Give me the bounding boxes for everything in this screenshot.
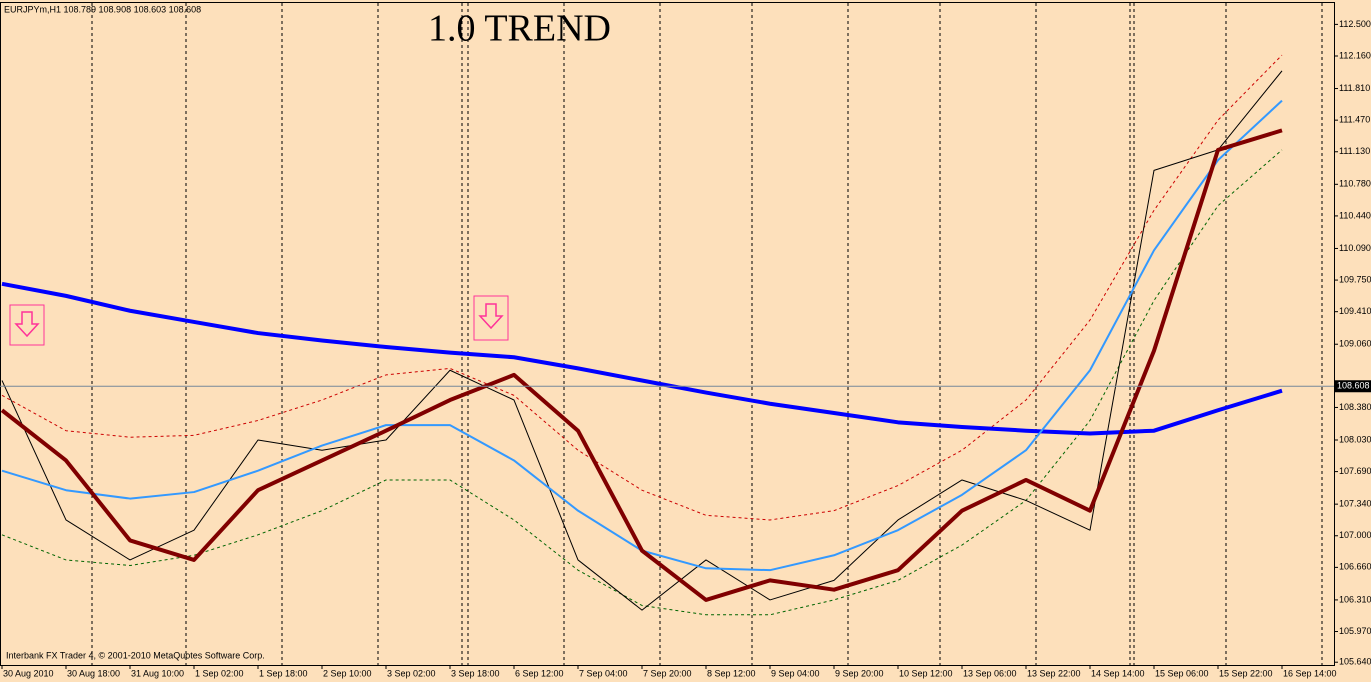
series-line	[1, 149, 1283, 616]
x-tick-label: 3 Sep 02:00	[387, 668, 436, 678]
x-tick-label: 13 Sep 22:00	[1027, 668, 1081, 678]
x-tick-label: 6 Sep 12:00	[515, 668, 564, 678]
down-arrow	[14, 311, 40, 338]
series-line	[0, 128, 1283, 602]
current-price-box	[1335, 380, 1371, 393]
x-tick-label: 1 Sep 18:00	[259, 668, 308, 678]
y-tick-label: 111.130	[1339, 146, 1370, 156]
x-tick-label: 31 Aug 10:00	[131, 668, 184, 678]
plot-frame	[0, 2, 1335, 666]
y-tick-label: 111.810	[1339, 83, 1370, 93]
y-tick-label: 112.500	[1339, 19, 1371, 29]
x-tick-label: 9 Sep 20:00	[835, 668, 884, 678]
marker-box	[9, 304, 45, 346]
y-tick-label: 106.660	[1339, 562, 1371, 572]
header: EURJPYm,H1 108.789 108.908 108.603 108.6…	[4, 4, 201, 14]
series-line	[1, 281, 1283, 436]
chart-title: 1.0 TREND	[428, 8, 611, 50]
x-tick-label: 15 Sep 22:00	[1219, 668, 1273, 678]
y-tick-label: 107.340	[1339, 499, 1371, 509]
series-line	[1, 70, 1283, 611]
y-tick-label: 111.470	[1339, 115, 1370, 125]
x-tick-label: 13 Sep 06:00	[963, 668, 1017, 678]
arrow-marker	[473, 295, 509, 341]
x-tick-label: 7 Sep 04:00	[579, 668, 628, 678]
x-tick-label: 8 Sep 12:00	[707, 668, 756, 678]
down-arrow	[478, 303, 504, 330]
x-tick-label: 30 Aug 2010	[3, 668, 54, 678]
y-tick-label: 109.750	[1339, 274, 1371, 284]
arrow-marker	[9, 304, 45, 346]
y-tick-label: 109.410	[1339, 306, 1371, 316]
y-tick-label: 110.090	[1339, 243, 1371, 253]
y-tick-label: 107.000	[1339, 530, 1371, 540]
y-tick-label: 105.640	[1339, 657, 1371, 667]
x-tick-label: 14 Sep 14:00	[1091, 668, 1145, 678]
x-tick-label: 10 Sep 12:00	[899, 668, 953, 678]
x-tick-label: 1 Sep 02:00	[195, 668, 244, 678]
x-tick-label: 3 Sep 18:00	[451, 668, 500, 678]
y-tick-label: 112.160	[1339, 50, 1371, 60]
y-tick-label: 110.780	[1339, 179, 1371, 189]
footer: Interbank FX Trader 4, © 2001-2010 MetaQ…	[6, 650, 265, 660]
x-tick-label: 9 Sep 04:00	[771, 668, 820, 678]
y-tick-label: 110.440	[1339, 210, 1371, 220]
x-tick-label: 30 Aug 18:00	[67, 668, 120, 678]
x-tick-label: 15 Sep 06:00	[1155, 668, 1209, 678]
y-tick-label: 108.380	[1339, 402, 1371, 412]
y-tick-label: 107.690	[1339, 466, 1371, 476]
series-line	[1, 54, 1283, 521]
y-tick-label: 108.030	[1339, 434, 1371, 444]
x-tick-label: 2 Sep 10:00	[323, 668, 372, 678]
x-tick-label: 7 Sep 20:00	[643, 668, 692, 678]
current-price-label: 108.608	[1337, 381, 1370, 391]
marker-box	[473, 295, 509, 341]
y-tick-label: 106.310	[1339, 594, 1371, 604]
x-tick-label: 16 Sep 14:00	[1283, 668, 1337, 678]
y-tick-label: 105.970	[1339, 626, 1371, 636]
y-tick-label: 109.060	[1339, 339, 1371, 349]
